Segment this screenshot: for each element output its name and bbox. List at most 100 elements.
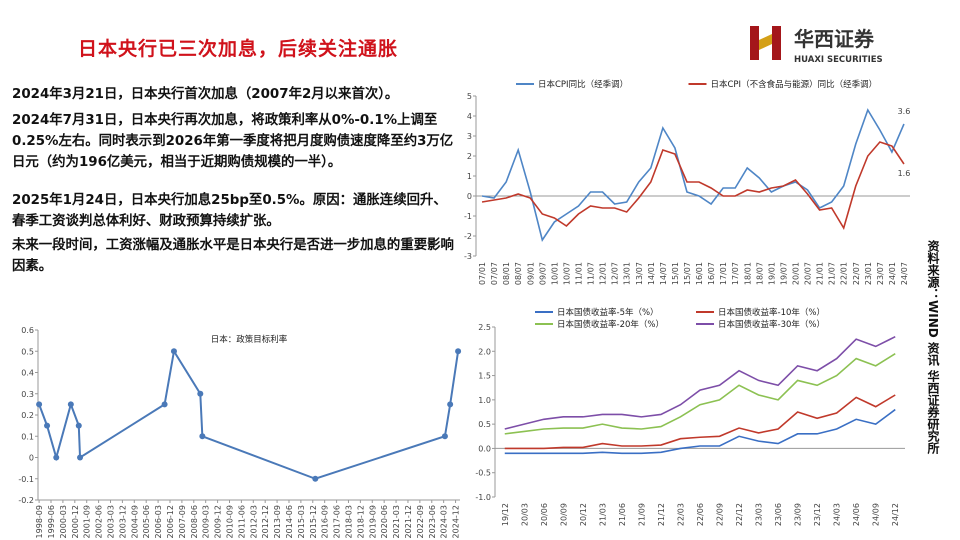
logo-icon xyxy=(750,26,759,60)
series-line xyxy=(481,108,905,242)
x-tick-label: 11/07 xyxy=(587,262,596,285)
x-tick-label: 07/07 xyxy=(490,262,499,285)
x-tick-label: 16/07 xyxy=(707,262,716,285)
legend-label: 日本CPI同比（经季调） xyxy=(538,79,628,90)
marker xyxy=(77,454,84,461)
x-tick-label: 2012-03 xyxy=(249,505,258,538)
x-tick-label: 2013-09 xyxy=(273,505,282,538)
paragraph: 未来一段时间，工资涨幅及通胀水平是日本央行是否进一步加息的重要影响因素。 xyxy=(12,238,454,274)
x-tick-label: 2014-06 xyxy=(285,505,294,538)
x-tick-label: 23/12 xyxy=(813,503,822,526)
x-tick-label: 2024-03 xyxy=(440,505,449,538)
y-tick-label: 0 xyxy=(29,454,34,463)
y-tick-label: 2.0 xyxy=(478,347,491,356)
x-tick-label: 23/03 xyxy=(755,503,764,526)
source-note: 资料来源：WIND 资讯 华西证券研究所 xyxy=(926,240,940,455)
y-tick-label: 3 xyxy=(467,132,472,141)
legend-label: 日本国债收益率-5年（%） xyxy=(557,307,659,318)
x-tick-label: 21/09 xyxy=(637,503,646,526)
x-tick-label: 22/07 xyxy=(852,262,861,285)
legend-label: 日本国债收益率-10年（%） xyxy=(718,307,825,318)
y-tick-label: 0.3 xyxy=(21,390,34,399)
logo-icon xyxy=(759,34,772,50)
x-tick-label: 20/01 xyxy=(791,262,800,285)
y-tick-label: 4 xyxy=(467,112,472,121)
x-tick-label: 10/01 xyxy=(550,262,559,285)
x-tick-label: 22/03 xyxy=(676,503,685,526)
x-tick-label: 20/07 xyxy=(804,262,813,285)
x-tick-label: 23/01 xyxy=(864,262,873,285)
x-tick-label: 23/06 xyxy=(774,503,783,526)
marker xyxy=(199,433,206,440)
legend-label: 日本国债收益率-30年（%） xyxy=(718,319,825,330)
x-tick-label: 24/03 xyxy=(833,503,842,526)
x-tick-label: 21/06 xyxy=(618,503,627,526)
paragraph: 2024年3月21日，日本央行首次加息（2007年2月以来首次）。 xyxy=(12,87,399,102)
y-tick-label: 0.2 xyxy=(21,411,34,420)
x-tick-label: 20/12 xyxy=(579,503,588,526)
series-line xyxy=(504,353,896,435)
x-tick-label: 2021-03 xyxy=(392,505,401,538)
y-tick-label: 0.4 xyxy=(21,369,34,378)
x-tick-label: 2009-03 xyxy=(202,505,211,538)
x-tick-label: 07/01 xyxy=(478,262,487,285)
marker xyxy=(447,401,454,408)
x-tick-label: 2019-09 xyxy=(368,505,377,538)
x-tick-label: 14/01 xyxy=(647,262,656,285)
marker xyxy=(455,348,462,355)
x-tick-label: 20/09 xyxy=(559,503,568,526)
x-tick-label: 21/12 xyxy=(657,503,666,526)
marker xyxy=(75,422,82,429)
x-tick-label: 2003-12 xyxy=(118,505,127,538)
x-tick-label: 22/01 xyxy=(840,262,849,285)
x-tick-label: 11/01 xyxy=(574,262,583,285)
y-tick-label: -1.0 xyxy=(475,493,491,502)
x-tick-label: 13/07 xyxy=(635,262,644,285)
logo-en: HUAXI SECURITIES xyxy=(794,55,883,65)
x-tick-label: 2015-12 xyxy=(309,505,318,538)
x-tick-label: 2002-06 xyxy=(95,505,104,538)
x-tick-label: 24/09 xyxy=(872,503,881,526)
x-tick-label: 21/03 xyxy=(598,503,607,526)
x-tick-label: 09/01 xyxy=(526,262,535,285)
x-tick-label: 22/06 xyxy=(696,503,705,526)
x-tick-label: 24/12 xyxy=(891,503,900,526)
logo: 华西证券 HUAXI SECURITIES xyxy=(750,26,883,65)
x-tick-label: 12/01 xyxy=(599,262,608,285)
y-tick-label: 0 xyxy=(467,192,472,201)
x-tick-label: 2018-12 xyxy=(356,505,365,538)
x-tick-label: 2015-03 xyxy=(297,505,306,538)
x-tick-label: 2006-12 xyxy=(166,505,175,538)
x-tick-label: 2023-06 xyxy=(428,505,437,538)
x-tick-label: 2003-03 xyxy=(107,505,116,538)
series-line xyxy=(38,348,460,480)
marker xyxy=(161,401,168,408)
x-tick-label: 08/01 xyxy=(502,262,511,285)
marker xyxy=(67,401,74,408)
y-tick-label: 5 xyxy=(467,92,472,101)
x-tick-label: 17/07 xyxy=(731,262,740,285)
x-tick-label: 1999-06 xyxy=(47,505,56,538)
x-tick-label: 21/07 xyxy=(828,262,837,285)
x-tick-label: 2005-06 xyxy=(142,505,151,538)
x-tick-label: 08/07 xyxy=(514,262,523,285)
x-tick-label: 2018-03 xyxy=(344,505,353,538)
x-tick-label: 19/01 xyxy=(767,262,776,285)
y-tick-label: 0.5 xyxy=(478,420,491,429)
y-tick-label: -1 xyxy=(464,212,472,221)
y-tick-label: -0.1 xyxy=(18,475,34,484)
y-tick-label: 0.1 xyxy=(21,432,34,441)
logo-cn: 华西证券 xyxy=(794,27,875,51)
x-tick-label: 13/01 xyxy=(623,262,632,285)
x-tick-label: 09/07 xyxy=(538,262,547,285)
x-tick-label: 2010-09 xyxy=(225,505,234,538)
legend-label: 日本国债收益率-20年（%） xyxy=(557,319,664,330)
annotation: 3.6 xyxy=(898,107,911,116)
x-tick-label: 2017-06 xyxy=(333,505,342,538)
x-tick-label: 22/12 xyxy=(735,503,744,526)
y-tick-label: 2.5 xyxy=(478,323,491,332)
x-tick-label: 2012-12 xyxy=(261,505,270,538)
x-tick-label: 14/07 xyxy=(659,262,668,285)
x-tick-label: 17/01 xyxy=(719,262,728,285)
